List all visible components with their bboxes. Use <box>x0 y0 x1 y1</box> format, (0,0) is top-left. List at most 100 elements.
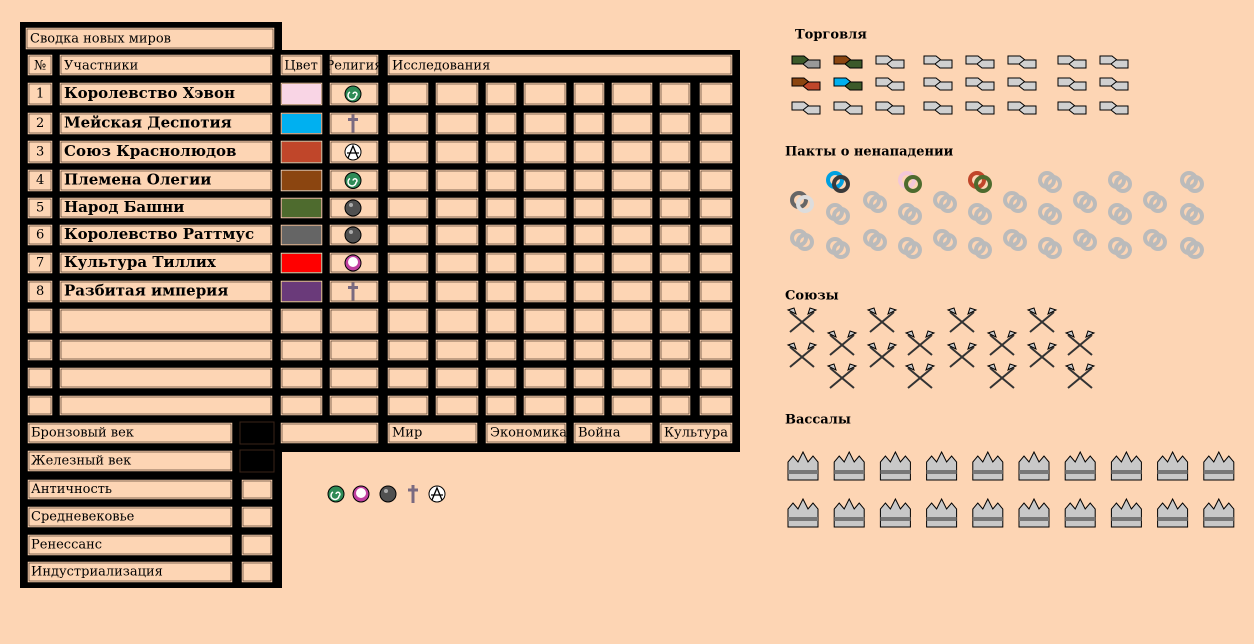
cell-inner <box>700 83 732 105</box>
cell <box>698 394 734 417</box>
cell-inner <box>436 396 478 415</box>
cell <box>434 111 480 136</box>
cell <box>58 139 274 165</box>
label: Народ Башни <box>64 198 184 216</box>
cell <box>26 394 54 417</box>
cell-inner <box>28 507 232 527</box>
cell-inner <box>60 225 272 245</box>
cell-inner <box>660 423 732 443</box>
ring-icon <box>1044 207 1062 225</box>
cell <box>328 307 380 335</box>
cell-inner <box>700 253 732 273</box>
cell <box>484 111 518 136</box>
label: Война <box>578 426 621 441</box>
alliance-icon <box>949 346 975 368</box>
cell <box>386 279 430 304</box>
cell-inner <box>574 368 604 388</box>
ring-icon <box>1079 195 1097 213</box>
cell <box>698 111 734 136</box>
cell-inner <box>242 535 272 555</box>
cell <box>698 196 734 220</box>
cell-inner <box>574 281 604 302</box>
trade-icon <box>802 59 821 69</box>
alliance-icon <box>829 367 855 389</box>
cell <box>279 366 324 390</box>
cell <box>386 421 479 445</box>
cell-inner <box>281 368 322 388</box>
cell <box>26 449 234 473</box>
ring-icon <box>796 233 814 251</box>
cell <box>572 394 606 417</box>
cell <box>484 366 518 390</box>
cell <box>572 223 606 247</box>
religion-icon <box>349 203 353 207</box>
ring-icon <box>832 241 850 259</box>
color-swatch <box>282 114 321 133</box>
ring-icon <box>1186 241 1204 259</box>
cell-inner <box>60 309 272 333</box>
ring-icon <box>1114 207 1132 225</box>
cell <box>26 560 234 584</box>
cell-inner <box>60 253 272 273</box>
cell <box>434 394 480 417</box>
trade-icon <box>976 59 995 69</box>
cell-inner <box>28 340 52 360</box>
cell <box>24 26 276 51</box>
cell <box>610 338 654 362</box>
cell-inner <box>436 281 478 302</box>
cell-inner <box>388 340 428 360</box>
cell-inner <box>524 281 566 302</box>
cell <box>26 366 54 390</box>
cell-inner <box>700 225 732 245</box>
cell <box>26 196 54 220</box>
cell <box>58 223 274 247</box>
cell <box>572 421 654 445</box>
cell-inner <box>242 480 272 499</box>
cell-inner <box>436 198 478 218</box>
cell <box>698 366 734 390</box>
cell <box>434 139 480 165</box>
cell-inner <box>612 113 652 134</box>
cell <box>279 338 324 362</box>
trade-icon <box>1018 81 1037 91</box>
cell-inner <box>660 225 690 245</box>
cell-inner <box>574 423 652 443</box>
cell <box>386 139 430 165</box>
cell-inner <box>574 253 604 273</box>
cell-inner <box>524 309 566 333</box>
alliance-icon <box>1026 307 1058 315</box>
cell <box>434 338 480 362</box>
label: 7 <box>36 256 44 271</box>
trade-icon <box>1018 59 1037 69</box>
cell-inner <box>330 225 378 245</box>
cell <box>484 223 518 247</box>
cell <box>240 533 274 557</box>
cell <box>698 168 734 193</box>
ring-icon <box>904 175 922 193</box>
vassal-icon <box>1157 517 1188 521</box>
cell-inner <box>660 396 690 415</box>
cell <box>26 81 54 107</box>
ring-icon <box>1079 233 1097 251</box>
ring-icon <box>974 241 992 259</box>
alliance-icon <box>829 334 855 356</box>
label: Средневековье <box>31 510 135 525</box>
cell <box>698 223 734 247</box>
cell-inner <box>436 170 478 191</box>
cell <box>658 421 734 445</box>
label: Античность <box>31 482 112 497</box>
cell-inner <box>436 368 478 388</box>
color-swatch <box>282 84 321 104</box>
vassal-icon <box>972 517 1003 521</box>
cell-inner <box>330 396 378 415</box>
cell <box>610 168 654 193</box>
cell <box>434 366 480 390</box>
cell-inner <box>388 368 428 388</box>
religion-icon <box>348 282 358 301</box>
cell <box>698 338 734 362</box>
vassal-icon <box>1203 470 1234 474</box>
cell-inner <box>28 281 52 302</box>
cell-inner <box>436 309 478 333</box>
cell <box>610 139 654 165</box>
